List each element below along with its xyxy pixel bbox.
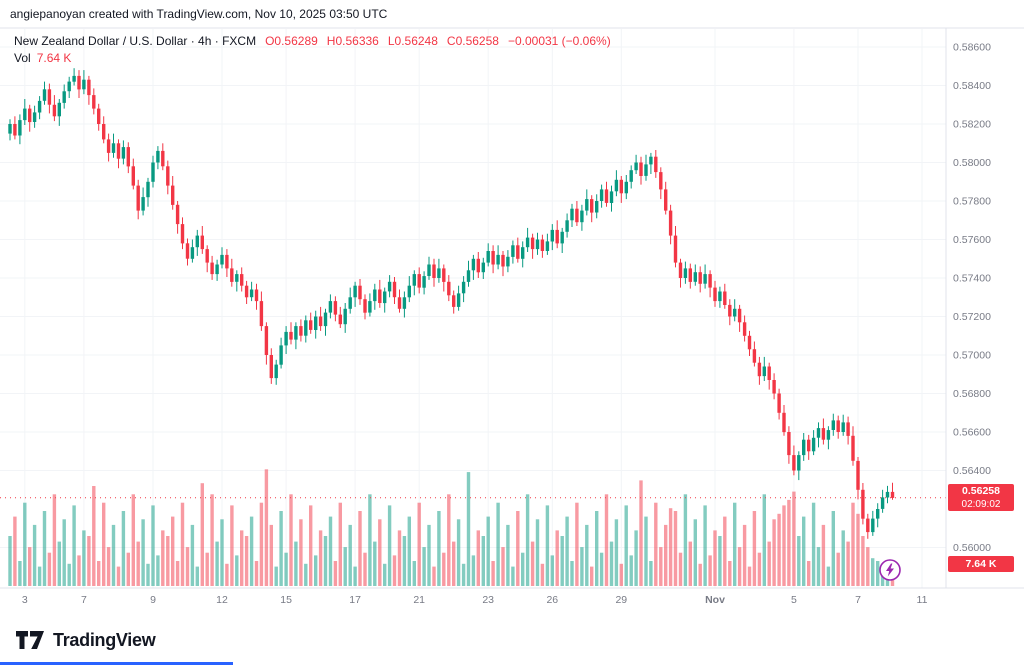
svg-text:0.57200: 0.57200 [953, 311, 991, 323]
tradingview-logo[interactable]: TradingView [16, 630, 156, 651]
svg-text:29: 29 [615, 594, 627, 606]
volume-legend: Vol 7.64 K [14, 51, 71, 65]
svg-text:26: 26 [546, 594, 558, 606]
svg-text:9: 9 [150, 594, 156, 606]
svg-text:0.58200: 0.58200 [953, 119, 991, 131]
svg-text:0.57000: 0.57000 [953, 350, 991, 362]
svg-text:11: 11 [917, 594, 928, 606]
svg-text:0.56600: 0.56600 [953, 427, 991, 439]
svg-text:15: 15 [280, 594, 292, 606]
volume-label: Vol [14, 51, 31, 65]
svg-text:7: 7 [855, 594, 861, 606]
ohlc-change: −0.00031 (−0.06%) [507, 34, 611, 48]
svg-text:3: 3 [22, 594, 28, 606]
svg-text:0.56400: 0.56400 [953, 465, 991, 477]
bottom-progress-bar [0, 662, 233, 665]
svg-text:21: 21 [413, 594, 425, 606]
tradingview-logo-icon [16, 630, 44, 649]
volume-badge: 7.64 K [948, 556, 1014, 572]
svg-text:7: 7 [81, 594, 87, 606]
price-badge: 0.56258 02:09:02 [948, 484, 1014, 511]
svg-text:0.57800: 0.57800 [953, 196, 991, 208]
svg-text:0.56800: 0.56800 [953, 388, 991, 400]
svg-text:0.57600: 0.57600 [953, 234, 991, 246]
svg-text:0.56000: 0.56000 [953, 542, 991, 554]
volume-value: 7.64 K [36, 51, 72, 65]
price-badge-countdown: 02:09:02 [961, 499, 1001, 510]
volume-badge-value: 7.64 K [965, 558, 997, 570]
svg-text:Nov: Nov [705, 594, 725, 606]
svg-text:17: 17 [349, 594, 361, 606]
ohlc-low: L0.56248 [387, 34, 438, 48]
ohlc-close: C0.56258 [446, 34, 499, 48]
attribution-text: angiepanoyan created with TradingView.co… [10, 7, 388, 21]
price-badge-value: 0.56258 [962, 485, 1000, 497]
svg-text:23: 23 [482, 594, 494, 606]
svg-text:0.58400: 0.58400 [953, 80, 991, 92]
tradingview-logo-text: TradingView [53, 630, 156, 650]
svg-text:5: 5 [791, 594, 797, 606]
svg-text:12: 12 [216, 594, 228, 606]
ohlc-high: H0.56336 [326, 34, 379, 48]
legend-row: New Zealand Dollar / U.S. Dollar · 4h · … [14, 34, 611, 48]
svg-text:0.58600: 0.58600 [953, 42, 991, 54]
svg-text:0.57400: 0.57400 [953, 273, 991, 285]
ohlc-open: O0.56289 [265, 34, 318, 48]
symbol-title[interactable]: New Zealand Dollar / U.S. Dollar · 4h · … [14, 34, 257, 48]
lightning-icon[interactable] [878, 558, 902, 582]
svg-text:0.58000: 0.58000 [953, 157, 991, 169]
